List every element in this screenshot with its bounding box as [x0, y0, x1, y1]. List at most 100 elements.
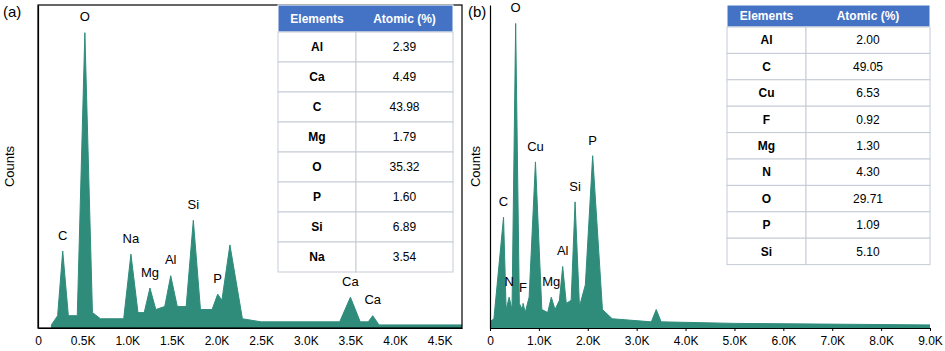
table-cell: 5.10 [856, 245, 880, 259]
table-cell-box [278, 182, 356, 212]
x-tick: 4.0K [674, 328, 699, 348]
table-cell-box [806, 27, 930, 53]
table-cell: Mg [308, 130, 325, 144]
table-header-cell: Atomic (%) [373, 12, 436, 26]
x-tick: 2.0K [205, 328, 230, 348]
table-cell-box [806, 185, 930, 211]
peak-label: Si [569, 179, 581, 194]
table-cell-box [356, 92, 453, 122]
table-cell: 1.60 [393, 190, 417, 204]
x-tick: 7.0K [820, 328, 845, 348]
table-cell: F [763, 113, 770, 127]
table-cell: 43.98 [389, 100, 419, 114]
table-cell: C [762, 60, 771, 74]
peak-label: Cu [527, 139, 544, 154]
peak-label: Al [557, 243, 569, 258]
table-cell: 2.39 [393, 40, 417, 54]
table-cell-box [278, 152, 356, 182]
table-header-cell: Elements [740, 9, 794, 23]
x-tick: 1.0K [115, 328, 140, 348]
x-tick-label: 3.0K [625, 334, 650, 348]
table-cell: 35.32 [389, 160, 419, 174]
table-cell: C [313, 100, 322, 114]
plot-area [51, 33, 462, 328]
table-cell: Si [311, 220, 322, 234]
table-cell-box [806, 159, 930, 185]
plot-frame [38, 5, 462, 328]
table-cell-box [278, 32, 356, 62]
x-tick: 0 [35, 328, 42, 348]
y-axis [38, 6, 39, 329]
peak-label: F [519, 280, 527, 295]
x-tick-label: 2.0K [576, 334, 601, 348]
x-tick: 0 [487, 328, 494, 348]
table-cell-box [278, 92, 356, 122]
x-tick-mark [832, 328, 833, 331]
x-tick-mark [686, 328, 687, 331]
table-cell: Mg [758, 139, 775, 153]
table-cell: 4.49 [393, 70, 417, 84]
table-header-cell: Elements [290, 12, 344, 26]
peak-label: Ca [364, 292, 381, 307]
x-tick-mark [588, 328, 589, 331]
table-cell-box [727, 80, 806, 106]
table-header-cell: Atomic (%) [837, 9, 900, 23]
table-cell-box [356, 32, 453, 62]
table-cell-box [356, 62, 453, 92]
x-tick: 1.5K [160, 328, 185, 348]
x-tick-label: 4.0K [383, 334, 408, 348]
x-axis-line [39, 328, 463, 329]
x-tick: 2.0K [576, 328, 601, 348]
x-axis: 00.5K1.0K1.5K2.0K2.5K3.0K3.5K4.0K4.5K [35, 328, 462, 348]
table-cell-box [727, 53, 806, 79]
table-header [278, 5, 453, 32]
x-tick: 9.0K [918, 328, 943, 348]
peak-label: O [511, 0, 521, 15]
table-cell-box [806, 238, 930, 264]
table-cell-box [727, 159, 806, 185]
x-tick-label: 0 [35, 334, 42, 348]
table-cell: Cu [759, 86, 775, 100]
x-tick-mark [539, 328, 540, 331]
table-cell: P [313, 190, 321, 204]
y-axis-title: Counts [468, 145, 483, 187]
y-axis-line [490, 6, 491, 329]
spectrum-area [51, 33, 462, 328]
table-cell: O [312, 160, 321, 174]
peak-label: Mg [542, 274, 560, 289]
table-cell-box [278, 242, 356, 272]
y-axis-title: Counts [2, 145, 17, 187]
x-tick-label: 1.0K [527, 334, 552, 348]
table-cell: Ca [309, 70, 325, 84]
table-cell-box [278, 62, 356, 92]
table-cell-box [806, 80, 930, 106]
peak-label: Mg [141, 265, 159, 280]
x-tick: 1.0K [527, 328, 552, 348]
table-cell: Si [761, 245, 772, 259]
table-cell: O [762, 192, 771, 206]
table-cell: P [762, 218, 770, 232]
table-cell: 1.30 [856, 139, 880, 153]
table: ElementsAtomic (%)Al2.00C49.05Cu6.53F0.9… [727, 5, 930, 265]
peak-label: P [213, 271, 222, 286]
table-cell-box [806, 133, 930, 159]
table-cell: 49.05 [853, 60, 883, 74]
table-cell-box [356, 182, 453, 212]
table-cell-box [356, 242, 453, 272]
panel: 01.0K2.0K3.0K4.0K5.0K6.0K7.0K8.0K9.0KCou… [468, 0, 943, 347]
spectrum-area [490, 23, 930, 328]
table-cell: 6.53 [856, 86, 880, 100]
table-cell: Na [309, 250, 325, 264]
x-tick-label: 2.0K [205, 334, 230, 348]
peak-label: Al [165, 252, 177, 267]
x-tick-label: 5.0K [723, 334, 748, 348]
panel-label: (a) [3, 3, 21, 20]
table-cell-box [806, 53, 930, 79]
table-cell-box [727, 212, 806, 238]
table-cell-box [278, 122, 356, 152]
table-cell-box [356, 152, 453, 182]
x-tick: 3.0K [625, 328, 650, 348]
table-cell: 4.30 [856, 165, 880, 179]
table-cell: 1.09 [856, 218, 880, 232]
x-tick: 3.5K [339, 328, 364, 348]
